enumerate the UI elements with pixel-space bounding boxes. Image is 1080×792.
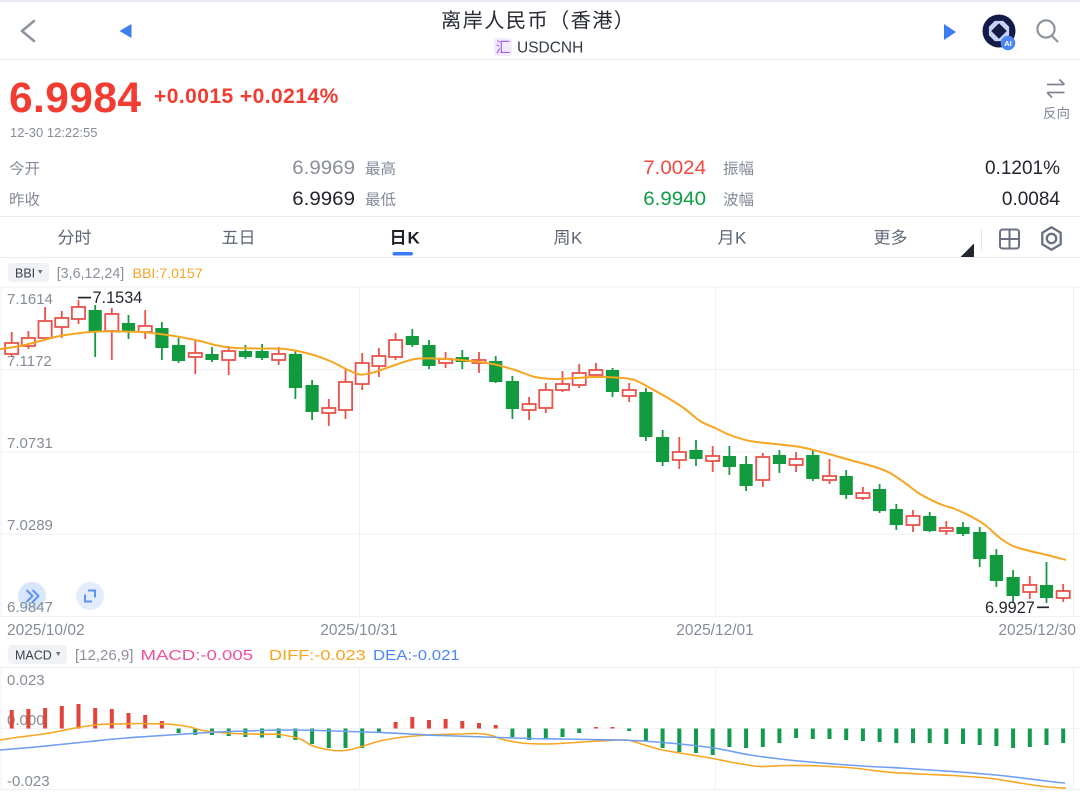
- svg-text:BBI: BBI: [15, 267, 35, 281]
- svg-text:0.023: 0.023: [7, 672, 45, 689]
- svg-text:12-30 12:22:55: 12-30 12:22:55: [10, 125, 97, 140]
- svg-text:DEA:-0.021: DEA:-0.021: [373, 648, 460, 664]
- svg-text:2025/12/01: 2025/12/01: [676, 622, 754, 639]
- svg-text:6.9984: 6.9984: [9, 75, 141, 122]
- svg-text:MACD: MACD: [15, 649, 52, 663]
- svg-text:AI: AI: [1004, 39, 1012, 48]
- svg-text:6.9969: 6.9969: [292, 189, 355, 210]
- svg-text:K: K: [735, 229, 747, 248]
- svg-text:K: K: [571, 229, 583, 248]
- svg-text:7.1614: 7.1614: [7, 291, 53, 308]
- svg-text:BBI:7.0157: BBI:7.0157: [133, 266, 203, 282]
- svg-text:7.0289: 7.0289: [7, 517, 53, 534]
- svg-text:7.0024: 7.0024: [643, 158, 706, 179]
- svg-text:7.1172: 7.1172: [7, 353, 52, 370]
- svg-text:0.1201%: 0.1201%: [985, 158, 1060, 179]
- svg-text:6.9847: 6.9847: [7, 599, 53, 616]
- svg-text:2025/10/02: 2025/10/02: [7, 622, 85, 639]
- svg-text:K: K: [408, 229, 421, 248]
- svg-text:0.0084: 0.0084: [1002, 189, 1061, 210]
- svg-text:7.1534: 7.1534: [93, 289, 143, 307]
- svg-text:6.9969: 6.9969: [292, 158, 355, 179]
- svg-text:7.0731: 7.0731: [7, 435, 53, 452]
- svg-text:2025/12/30: 2025/12/30: [998, 622, 1076, 639]
- svg-text:MACD:-0.005: MACD:-0.005: [141, 647, 254, 664]
- svg-text:USDCNH: USDCNH: [517, 40, 583, 57]
- svg-text:+0.0015 +0.0214%: +0.0015 +0.0214%: [154, 85, 339, 108]
- svg-text:-0.023: -0.023: [7, 773, 50, 790]
- svg-text:0.000: 0.000: [7, 712, 45, 729]
- svg-text:2025/10/31: 2025/10/31: [320, 622, 398, 639]
- svg-text:6.9940: 6.9940: [643, 189, 706, 210]
- svg-text:[3,6,12,24]: [3,6,12,24]: [57, 266, 125, 282]
- svg-text:[12,26,9]: [12,26,9]: [75, 647, 133, 664]
- svg-text:6.9927: 6.9927: [985, 599, 1035, 617]
- svg-text:DIFF:-0.023: DIFF:-0.023: [269, 646, 366, 663]
